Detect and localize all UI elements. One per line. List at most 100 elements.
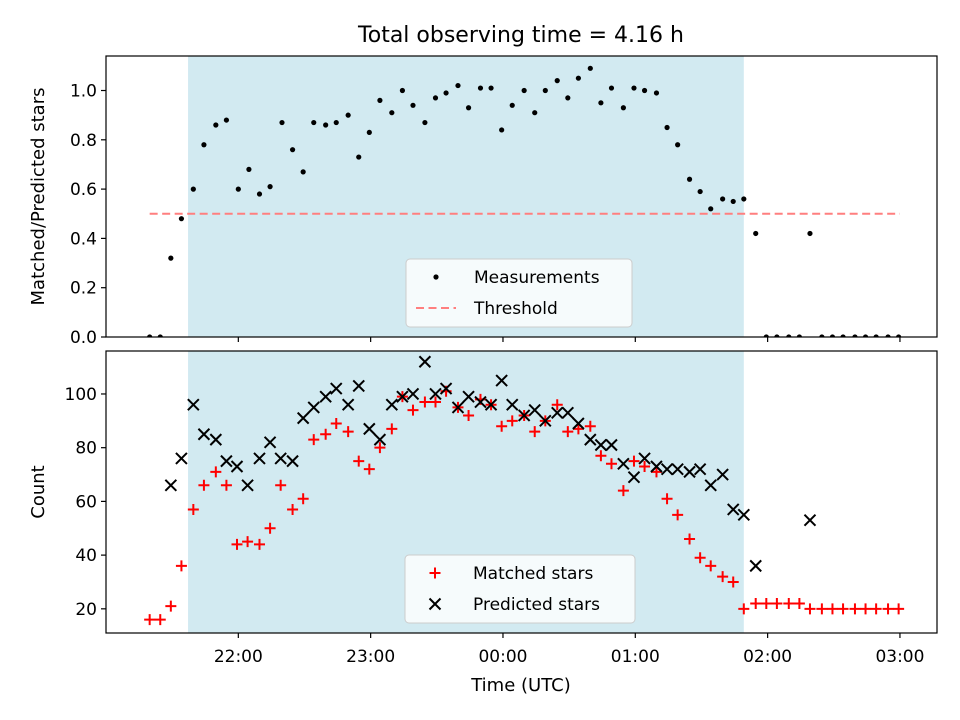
measurements-point <box>157 334 163 337</box>
measurements-point <box>333 119 339 126</box>
measurements-point <box>256 191 263 197</box>
matched-stars-point <box>771 597 783 609</box>
x-tick-label: 23:00 <box>346 647 395 667</box>
predicted-stars-point <box>539 414 552 428</box>
measurements-point <box>575 75 581 81</box>
predicted-stars-point <box>650 460 663 473</box>
predicted-stars-point <box>341 398 355 411</box>
measurements-point <box>708 206 714 212</box>
measurements-point <box>377 97 383 103</box>
legend-box <box>404 554 636 624</box>
measurements-point <box>410 102 416 108</box>
measurements-point <box>631 85 637 91</box>
matched-stars-point <box>220 479 232 491</box>
predicted-stars-point <box>187 398 200 411</box>
measurements-point <box>873 334 879 337</box>
y-axis-label: Count <box>28 465 49 518</box>
predicted-stars-point <box>803 513 817 527</box>
measurements-point <box>465 105 472 111</box>
matched-stars-point <box>242 536 254 548</box>
predicted-stars-point <box>175 452 188 465</box>
predicted-stars-point <box>429 387 442 401</box>
measurements-point <box>422 119 428 126</box>
matched-stars-point <box>870 603 882 615</box>
matched-stars-point <box>893 603 905 615</box>
measurements-point <box>885 334 891 337</box>
y-tick-label: 0.2 <box>70 279 97 299</box>
matched-stars-point <box>562 426 574 438</box>
measurements-point <box>653 90 660 96</box>
matched-stars-point <box>672 509 684 521</box>
predicted-stars-point <box>551 406 564 419</box>
matched-stars-point <box>210 466 222 478</box>
matched-stars-point <box>793 597 805 609</box>
measurements-point <box>168 255 174 261</box>
matched-stars-point <box>407 404 419 416</box>
measurements-point <box>509 102 515 108</box>
measurements-point <box>664 124 670 131</box>
measurements-point <box>399 87 406 94</box>
measurements-point <box>201 142 207 148</box>
measurements-point <box>246 166 252 172</box>
matched-stars-point <box>287 503 299 515</box>
matched-stars-point <box>783 597 795 609</box>
measurements-point <box>345 112 351 118</box>
y-tick-label: 0.4 <box>70 229 97 249</box>
matched-stars-point <box>837 603 849 615</box>
measurements-point <box>774 334 780 337</box>
measurements-point <box>213 122 219 128</box>
matched-stars-point <box>705 560 717 572</box>
predicted-stars-point <box>660 462 674 476</box>
predicted-stars-point <box>330 382 343 395</box>
measurements-point <box>852 334 858 337</box>
y-tick-label: 0.0 <box>70 328 97 348</box>
predicted-stars-point <box>274 452 287 465</box>
matched-stars-point <box>551 399 563 411</box>
legend-handle <box>429 567 441 579</box>
x-tick-label: 02:00 <box>743 647 792 667</box>
matched-stars-point <box>617 485 629 497</box>
measurements-point <box>686 176 693 182</box>
predicted-stars-point <box>363 422 376 436</box>
predicted-stars-point <box>671 462 684 476</box>
measurements-point <box>829 334 836 337</box>
matched-stars-point <box>628 455 640 467</box>
predicted-stars-point <box>220 454 233 468</box>
predicted-stars-point <box>462 390 475 403</box>
matched-stars-point <box>684 533 696 545</box>
y-tick-label: 40 <box>75 546 97 566</box>
predicted-stars-point <box>561 406 575 419</box>
measurements-point <box>279 119 285 126</box>
y-axis-label: Matched/Predicted stars <box>28 88 49 306</box>
matched-stars-point <box>231 538 243 550</box>
measurements-point <box>786 334 792 337</box>
predicted-stars-point <box>296 411 310 425</box>
matched-stars-point <box>584 420 596 432</box>
matched-stars-point <box>198 479 210 491</box>
measurements-point <box>267 184 273 190</box>
predicted-stars-point <box>617 457 630 471</box>
matched-stars-point <box>342 426 354 438</box>
measurements-point <box>147 334 153 337</box>
legend: Measurements Threshold <box>405 258 633 328</box>
predicted-stars-point <box>737 508 751 522</box>
measurements-point <box>356 154 362 160</box>
measurements-point <box>608 85 615 91</box>
predicted-stars-point <box>749 559 762 573</box>
matched-stars-point <box>308 434 320 446</box>
predicted-stars-point <box>704 479 717 492</box>
y-tick-label: 0.6 <box>70 180 97 200</box>
matched-stars-point <box>429 396 441 408</box>
predicted-stars-point <box>418 355 432 368</box>
predicted-stars-point <box>197 428 211 441</box>
measurements-point <box>697 188 703 195</box>
predicted-stars-point <box>319 390 332 403</box>
predicted-stars-point <box>495 374 508 387</box>
matched-stars-point <box>330 418 342 430</box>
matched-stars-point <box>144 614 156 626</box>
plot-area <box>147 65 902 337</box>
predicted-stars-point <box>385 398 399 411</box>
x-axis-label: Time (UTC) <box>470 675 571 696</box>
matched-stars-point <box>187 503 199 515</box>
